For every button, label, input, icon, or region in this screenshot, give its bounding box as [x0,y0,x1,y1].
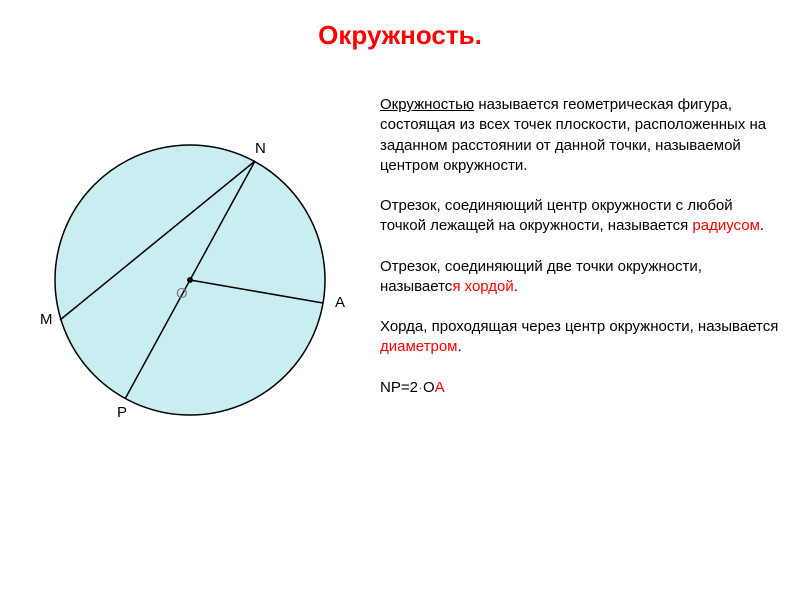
text-span: Отрезок, соединяющий две точки окружност… [380,258,702,295]
text-span: Хорда, проходящая через центр окружности… [380,318,778,335]
definition-paragraph: Окружностью называется геометрическая фи… [380,95,780,176]
svg-text:N: N [255,140,266,157]
page-title: Окружность. [0,20,800,51]
text-span: Окружностью [380,96,474,113]
svg-text:A: A [335,294,345,311]
definitions-block: Окружностью называется геометрическая фи… [380,95,780,418]
circle-svg: O N M A P [20,110,360,470]
text-span: . [760,217,764,234]
text-span: хордой [465,278,514,295]
definition-paragraph: Хорда, проходящая через центр окружности… [380,317,780,358]
svg-text:O: O [176,285,188,302]
text-span: A [435,379,445,396]
definition-paragraph: Отрезок, соединяющий две точки окружност… [380,257,780,298]
text-span: радиусом [692,217,759,234]
text-span: Отрезок, соединяющий центр окружности с … [380,197,733,234]
text-span: диаметром [380,338,458,355]
text-span: O [423,379,435,396]
definition-paragraph: Отрезок, соединяющий центр окружности с … [380,196,780,237]
text-span: . [514,278,518,295]
circle-diagram: O N M A P [20,110,360,450]
text-span: N [380,379,391,396]
text-span: я [452,278,464,295]
definition-paragraph: NP=2·OA [380,378,780,398]
text-span: . [458,338,462,355]
text-span: P=2 [391,379,418,396]
svg-text:P: P [117,404,127,421]
svg-text:M: M [40,311,53,328]
